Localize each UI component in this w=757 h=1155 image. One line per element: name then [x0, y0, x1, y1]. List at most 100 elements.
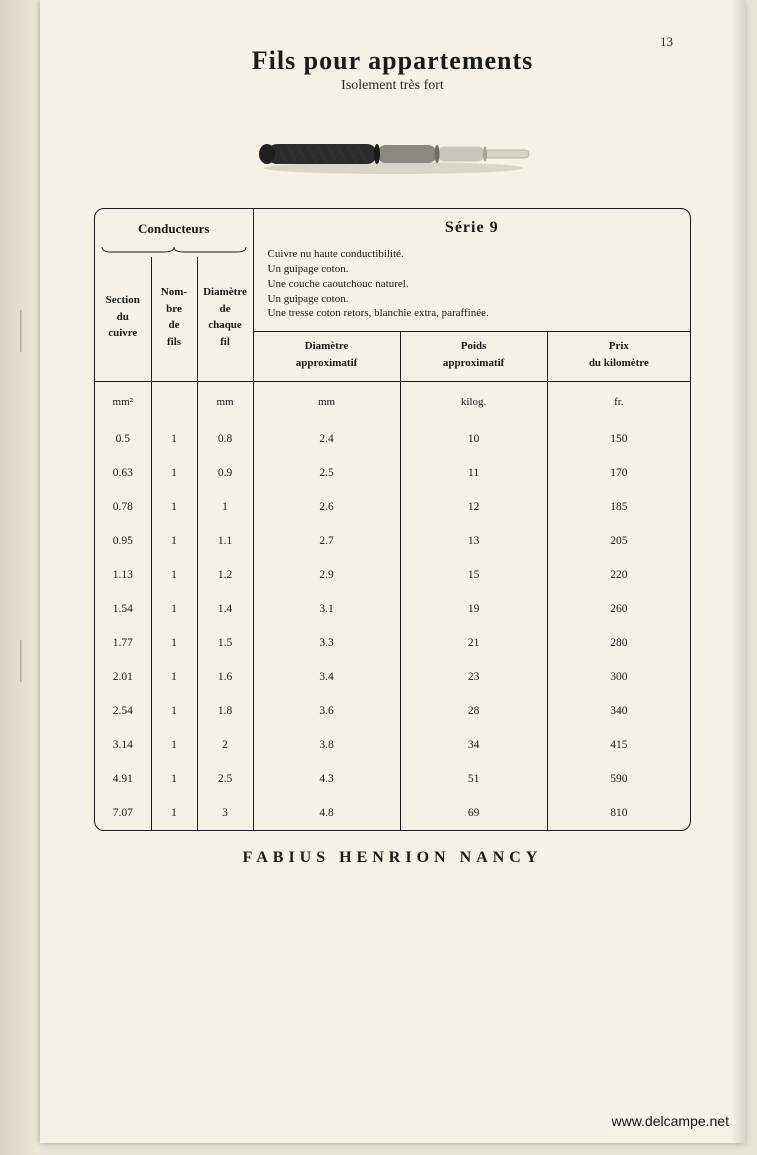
table-cell: 150: [547, 422, 690, 456]
unit-cell: mm: [197, 382, 253, 423]
table-cell: 3.8: [253, 728, 400, 762]
table-cell: 2.4: [253, 422, 400, 456]
table-cell: 415: [547, 728, 690, 762]
table-cell: 1.1: [197, 524, 253, 558]
page: 13 Fils pour appartements Isolement très…: [40, 0, 745, 1143]
table-cell: 810: [547, 796, 690, 830]
page-title: Fils pour appartements: [94, 46, 691, 76]
table-cell: 3.3: [253, 626, 400, 660]
table-cell: 280: [547, 626, 690, 660]
table-cell: 3: [197, 796, 253, 830]
table-cell: 260: [547, 592, 690, 626]
table-cell: 1: [151, 558, 197, 592]
table-cell: 1: [151, 456, 197, 490]
table-cell: 21: [400, 626, 547, 660]
table-cell: 1: [151, 694, 197, 728]
unit-row: mm² mm mm kilog. fr.: [95, 382, 690, 423]
table-row: 0.9511.12.713205: [95, 524, 690, 558]
table-body: 0.510.82.4101500.6310.92.5111700.78112.6…: [95, 422, 690, 830]
conductors-group-header: Conducteurs: [95, 209, 253, 245]
table-cell: 51: [400, 762, 547, 796]
table-cell: 12: [400, 490, 547, 524]
brace-decoration: [95, 245, 253, 257]
table-cell: 2: [197, 728, 253, 762]
table-row: 0.6310.92.511170: [95, 456, 690, 490]
table-cell: 2.5: [253, 456, 400, 490]
table-cell: 300: [547, 660, 690, 694]
table-cell: 1.77: [95, 626, 151, 660]
table-cell: 590: [547, 762, 690, 796]
table-cell: 220: [547, 558, 690, 592]
table-cell: 1.13: [95, 558, 151, 592]
unit-cell: kilog.: [400, 382, 547, 423]
col-header-diam-fil: Diamètredechaquefil: [197, 257, 253, 382]
watermark: www.delcampe.net: [611, 1113, 729, 1129]
table-cell: 3.6: [253, 694, 400, 728]
table-cell: 1: [151, 796, 197, 830]
table-cell: 1.5: [197, 626, 253, 660]
table-cell: 2.5: [197, 762, 253, 796]
page-subtitle: Isolement très fort: [94, 78, 691, 94]
data-table-frame: Conducteurs Série 9 Cuivre nu haute cond…: [94, 208, 691, 831]
binding-stitch: [20, 640, 22, 682]
table-cell: 2.6: [253, 490, 400, 524]
table-cell: 2.7: [253, 524, 400, 558]
table-cell: 1: [151, 592, 197, 626]
unit-cell: mm²: [95, 382, 151, 423]
page-footer: FABIUS HENRION NANCY: [94, 849, 691, 867]
table-row: 1.1311.22.915220: [95, 558, 690, 592]
table-cell: 7.07: [95, 796, 151, 830]
table-cell: 19: [400, 592, 547, 626]
table-cell: 1.2: [197, 558, 253, 592]
table-cell: 1: [151, 626, 197, 660]
col-header-section: Sectionducuivre: [95, 257, 151, 382]
table-cell: 0.95: [95, 524, 151, 558]
col-header-prix: Prixdu kilomètre: [547, 332, 690, 382]
table-cell: 340: [547, 694, 690, 728]
page-number: 13: [660, 34, 673, 50]
table-cell: 69: [400, 796, 547, 830]
table-row: 7.07134.869810: [95, 796, 690, 830]
page-shadow: [731, 0, 745, 1143]
table-row: 1.7711.53.321280: [95, 626, 690, 660]
table-cell: 2.9: [253, 558, 400, 592]
table-cell: 1: [151, 490, 197, 524]
table-cell: 3.4: [253, 660, 400, 694]
table-cell: 11: [400, 456, 547, 490]
series-description: Cuivre nu haute conductibilité.Un guipag…: [253, 245, 690, 332]
table-row: 0.78112.612185: [95, 490, 690, 524]
table-cell: 1: [151, 728, 197, 762]
series-header: Série 9: [253, 209, 690, 245]
col-header-nombre: Nom-bredefils: [151, 257, 197, 382]
table-cell: 185: [547, 490, 690, 524]
table-cell: 13: [400, 524, 547, 558]
table-cell: 23: [400, 660, 547, 694]
table-cell: 170: [547, 456, 690, 490]
table-cell: 3.14: [95, 728, 151, 762]
table-row: 2.0111.63.423300: [95, 660, 690, 694]
table-row: 2.5411.83.628340: [95, 694, 690, 728]
table-cell: 1: [151, 660, 197, 694]
table-cell: 4.3: [253, 762, 400, 796]
table-cell: 1.4: [197, 592, 253, 626]
binding-stitch: [20, 310, 22, 352]
table-cell: 1: [197, 490, 253, 524]
table-head: Conducteurs Série 9 Cuivre nu haute cond…: [95, 209, 690, 422]
table-row: 1.5411.43.119260: [95, 592, 690, 626]
table-cell: 4.8: [253, 796, 400, 830]
table-cell: 34: [400, 728, 547, 762]
table-cell: 4.91: [95, 762, 151, 796]
unit-cell: fr.: [547, 382, 690, 423]
wire-illustration: [243, 130, 543, 178]
table-cell: 0.63: [95, 456, 151, 490]
table-cell: 1.6: [197, 660, 253, 694]
data-table: Conducteurs Série 9 Cuivre nu haute cond…: [95, 209, 690, 830]
table-cell: 1.54: [95, 592, 151, 626]
table-row: 0.510.82.410150: [95, 422, 690, 456]
book-binding-edge: [0, 0, 40, 1155]
table-cell: 1: [151, 762, 197, 796]
table-cell: 1: [151, 524, 197, 558]
col-header-diam-app: Diamètreapproximatif: [253, 332, 400, 382]
table-cell: 205: [547, 524, 690, 558]
table-cell: 0.78: [95, 490, 151, 524]
